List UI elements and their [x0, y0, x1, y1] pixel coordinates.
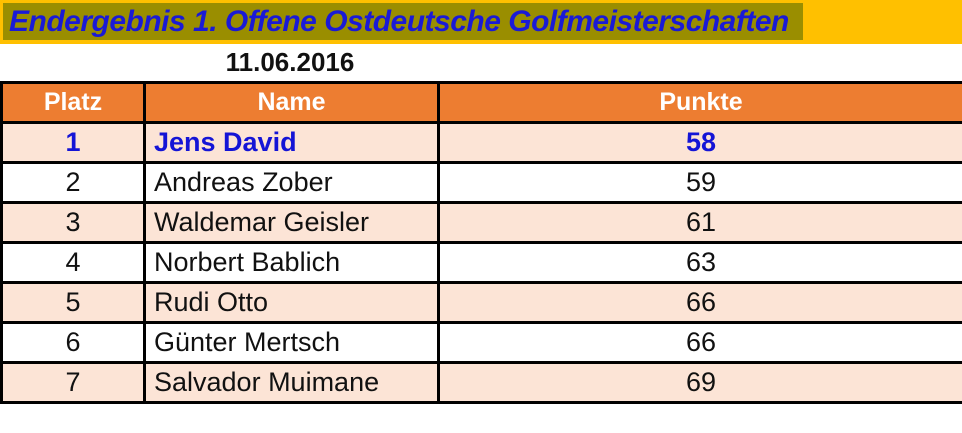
- results-table: Platz Name Punkte 1 Jens David 58 2 Andr…: [0, 81, 962, 404]
- name-cell: Rudi Otto: [143, 281, 440, 324]
- points-cell: 59: [437, 161, 962, 204]
- column-header-platz: Platz: [0, 81, 146, 124]
- points-cell: 66: [437, 321, 962, 364]
- name-cell: Andreas Zober: [143, 161, 440, 204]
- table-header-row: Platz Name Punkte: [0, 81, 962, 124]
- name-cell: Waldemar Geisler: [143, 201, 440, 244]
- column-header-punkte: Punkte: [437, 81, 962, 124]
- table-row: 4 Norbert Bablich 63: [0, 241, 962, 284]
- points-cell: 63: [437, 241, 962, 284]
- name-cell: Norbert Bablich: [143, 241, 440, 284]
- table-row: 3 Waldemar Geisler 61: [0, 201, 962, 244]
- rank-cell: 3: [0, 201, 146, 244]
- name-cell: Salvador Muimane: [143, 361, 440, 404]
- table-row: 2 Andreas Zober 59: [0, 161, 962, 204]
- table-row: 1 Jens David 58: [0, 121, 962, 164]
- table-row: 5 Rudi Otto 66: [0, 281, 962, 324]
- name-cell: Jens David: [143, 121, 440, 164]
- rank-cell: 5: [0, 281, 146, 324]
- points-cell: 69: [437, 361, 962, 404]
- points-cell: 61: [437, 201, 962, 244]
- rank-cell: 4: [0, 241, 146, 284]
- rank-cell: 7: [0, 361, 146, 404]
- page-title: Endergebnis 1. Offene Ostdeutsche Golfme…: [9, 5, 789, 38]
- points-cell: 58: [437, 121, 962, 164]
- points-cell: 66: [437, 281, 962, 324]
- table-row: 7 Salvador Muimane 69: [0, 361, 962, 404]
- event-date: 11.06.2016: [225, 47, 355, 77]
- column-header-name: Name: [143, 81, 440, 124]
- table-row: 6 Günter Mertsch 66: [0, 321, 962, 364]
- rank-cell: 2: [0, 161, 146, 204]
- rank-cell: 1: [0, 121, 146, 164]
- title-highlight: Endergebnis 1. Offene Ostdeutsche Golfme…: [3, 3, 803, 40]
- date-row: 11.06.2016: [0, 44, 962, 81]
- rank-cell: 6: [0, 321, 146, 364]
- name-cell: Günter Mertsch: [143, 321, 440, 364]
- title-bar: Endergebnis 1. Offene Ostdeutsche Golfme…: [0, 0, 962, 44]
